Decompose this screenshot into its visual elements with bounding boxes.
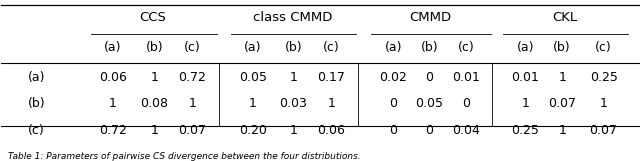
Text: 1: 1 xyxy=(289,124,297,137)
Text: class CMMD: class CMMD xyxy=(253,11,332,24)
Text: 0: 0 xyxy=(426,124,434,137)
Text: 1: 1 xyxy=(289,71,297,84)
Text: 0: 0 xyxy=(389,97,397,110)
Text: 0.72: 0.72 xyxy=(99,124,127,137)
Text: (b): (b) xyxy=(554,41,571,54)
Text: (a): (a) xyxy=(385,41,402,54)
Text: 1: 1 xyxy=(600,97,607,110)
Text: (a): (a) xyxy=(28,71,45,84)
Text: 0.25: 0.25 xyxy=(589,71,618,84)
Text: 1: 1 xyxy=(150,71,158,84)
Text: 0.01: 0.01 xyxy=(511,71,539,84)
Text: CMMD: CMMD xyxy=(409,11,451,24)
Text: 0: 0 xyxy=(389,124,397,137)
Text: (c): (c) xyxy=(184,41,201,54)
Text: 0: 0 xyxy=(426,71,434,84)
Text: 0.08: 0.08 xyxy=(140,97,168,110)
Text: Table 1: Parameters of pairwise CS divergence between the four distributions.: Table 1: Parameters of pairwise CS diver… xyxy=(8,152,360,161)
Text: 1: 1 xyxy=(249,97,257,110)
Text: 0.07: 0.07 xyxy=(548,97,576,110)
Text: 0: 0 xyxy=(463,97,470,110)
Text: 0.20: 0.20 xyxy=(239,124,267,137)
Text: 0.06: 0.06 xyxy=(99,71,127,84)
Text: (b): (b) xyxy=(420,41,438,54)
Text: (c): (c) xyxy=(28,124,45,137)
Text: (a): (a) xyxy=(516,41,534,54)
Text: CCS: CCS xyxy=(140,11,166,24)
Text: 1: 1 xyxy=(189,97,196,110)
Text: (c): (c) xyxy=(458,41,475,54)
Text: 0.06: 0.06 xyxy=(317,124,346,137)
Text: 0.01: 0.01 xyxy=(452,71,481,84)
Text: 1: 1 xyxy=(521,97,529,110)
Text: 0.25: 0.25 xyxy=(511,124,539,137)
Text: 1: 1 xyxy=(328,97,335,110)
Text: 1: 1 xyxy=(150,124,158,137)
Text: 0.03: 0.03 xyxy=(279,97,307,110)
Text: 1: 1 xyxy=(558,71,566,84)
Text: 0.04: 0.04 xyxy=(452,124,481,137)
Text: 0.05: 0.05 xyxy=(415,97,444,110)
Text: (c): (c) xyxy=(595,41,612,54)
Text: 1: 1 xyxy=(109,97,117,110)
Text: (b): (b) xyxy=(28,97,45,110)
Text: 0.02: 0.02 xyxy=(380,71,407,84)
Text: 0.05: 0.05 xyxy=(239,71,267,84)
Text: CKL: CKL xyxy=(552,11,577,24)
Text: (a): (a) xyxy=(244,41,262,54)
Text: 0.07: 0.07 xyxy=(179,124,207,137)
Text: 1: 1 xyxy=(558,124,566,137)
Text: (a): (a) xyxy=(104,41,122,54)
Text: 0.07: 0.07 xyxy=(589,124,618,137)
Text: 0.72: 0.72 xyxy=(179,71,207,84)
Text: (b): (b) xyxy=(145,41,163,54)
Text: 0.17: 0.17 xyxy=(317,71,346,84)
Text: (b): (b) xyxy=(284,41,302,54)
Text: (c): (c) xyxy=(323,41,340,54)
